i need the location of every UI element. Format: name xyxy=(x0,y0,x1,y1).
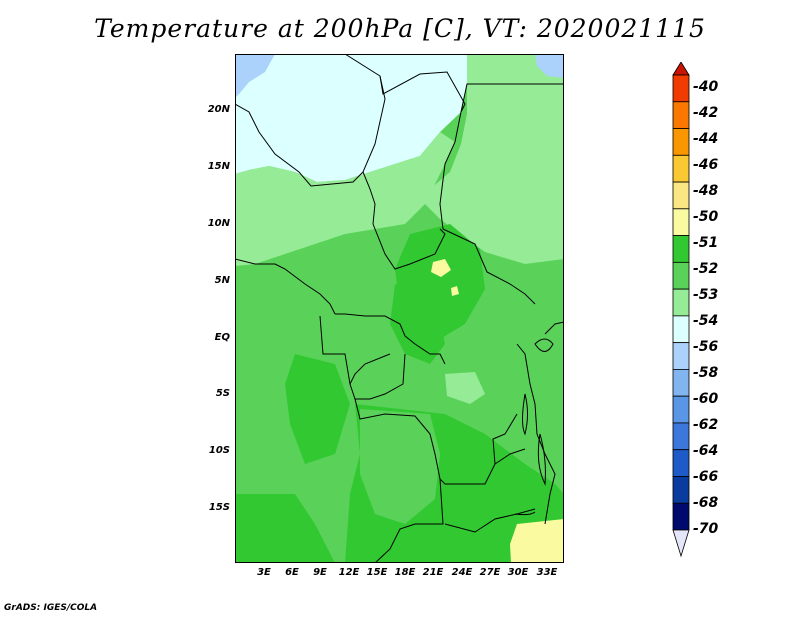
lon-label: 9E xyxy=(313,567,327,578)
shade-band-minus-56-ne xyxy=(535,54,564,78)
colorbar-box xyxy=(672,288,690,317)
colorbar-box xyxy=(672,208,690,236)
colorbar-label: -62 xyxy=(693,417,719,433)
lat-label: 15N xyxy=(207,161,230,172)
colorbar-label: -51 xyxy=(693,235,719,251)
colorbar-label: -56 xyxy=(693,339,719,355)
shade-band-minus-54-patch xyxy=(445,372,485,404)
colorbar-label: -58 xyxy=(693,365,719,381)
lon-label: 21E xyxy=(422,567,444,578)
colorbar-box xyxy=(672,315,690,344)
colorbar-label: -60 xyxy=(693,391,719,407)
colorbar-box xyxy=(672,261,690,290)
map-frame xyxy=(235,54,564,563)
shade-band-minus-51-se xyxy=(510,519,564,563)
colorbar-label: -53 xyxy=(693,287,719,303)
temperature-map xyxy=(235,54,564,563)
colorbar-bottom-triangle xyxy=(672,529,690,558)
colorbar-box xyxy=(672,128,690,156)
colorbar-label: -46 xyxy=(693,157,719,173)
colorbar-box xyxy=(672,101,690,129)
shade-band-minus-54 xyxy=(235,54,467,182)
lat-label: 5S xyxy=(215,388,230,399)
shade-band-minus-52-west xyxy=(285,354,350,464)
shade-band-minus-51-spot2 xyxy=(451,286,459,296)
colorbar xyxy=(672,62,690,558)
lon-label: 30E xyxy=(507,567,529,578)
colorbar-box xyxy=(672,181,690,210)
colorbar-label: -40 xyxy=(693,79,719,95)
colorbar-box xyxy=(672,74,690,103)
colorbar-label: -54 xyxy=(693,313,719,329)
lat-label: 10N xyxy=(207,218,230,229)
colorbar-box xyxy=(672,235,690,263)
shade-band-minus-53-south xyxy=(360,409,440,524)
colorbar-box xyxy=(672,449,690,477)
lat-label: 20N xyxy=(207,104,230,115)
lon-label: 27E xyxy=(479,567,501,578)
colorbar-box xyxy=(672,502,690,531)
colorbar-label: -64 xyxy=(693,443,719,459)
lat-label: 15S xyxy=(208,502,230,513)
colorbar-box xyxy=(672,476,690,504)
colorbar-label: -42 xyxy=(693,105,719,121)
lon-label: 15E xyxy=(366,567,388,578)
colorbar-box xyxy=(672,342,690,370)
colorbar-label: -50 xyxy=(693,209,719,225)
colorbar-label: -44 xyxy=(693,131,719,147)
lon-label: 12E xyxy=(338,567,360,578)
lon-label: 18E xyxy=(394,567,416,578)
colorbar-label: -48 xyxy=(693,183,719,199)
lon-label: 33E xyxy=(536,567,558,578)
shade-band-minus-53-n xyxy=(235,132,455,266)
lakes xyxy=(514,338,554,516)
colorbar-box xyxy=(672,422,690,451)
colorbar-label: -68 xyxy=(693,495,719,511)
colorbar-label: -66 xyxy=(693,469,719,485)
chart-title: Temperature at 200hPa [C], VT: 202002111… xyxy=(94,14,706,43)
colorbar-box xyxy=(672,395,690,424)
credit-text: GrADS: IGES/COLA xyxy=(4,603,98,613)
colorbar-box xyxy=(672,369,690,397)
shade-band-minus-51-spot xyxy=(431,259,451,277)
colorbar-top-triangle xyxy=(672,62,690,76)
colorbar-box xyxy=(672,154,690,183)
lon-label: 3E xyxy=(257,567,271,578)
lat-label: EQ xyxy=(214,332,230,343)
shade-band-minus-52-sw xyxy=(235,494,335,563)
shade-band-minus-56-nw xyxy=(235,54,275,98)
lon-label: 6E xyxy=(285,567,299,578)
country-borders xyxy=(235,54,564,563)
lat-label: 10S xyxy=(208,445,230,456)
lat-label: 5N xyxy=(214,275,230,286)
shade-band-minus-53-ne xyxy=(425,54,564,264)
colorbar-label: -52 xyxy=(693,261,719,277)
shade-band-minus-52-center2 xyxy=(390,284,445,364)
lon-label: 24E xyxy=(451,567,473,578)
colorbar-label: -70 xyxy=(693,521,719,537)
